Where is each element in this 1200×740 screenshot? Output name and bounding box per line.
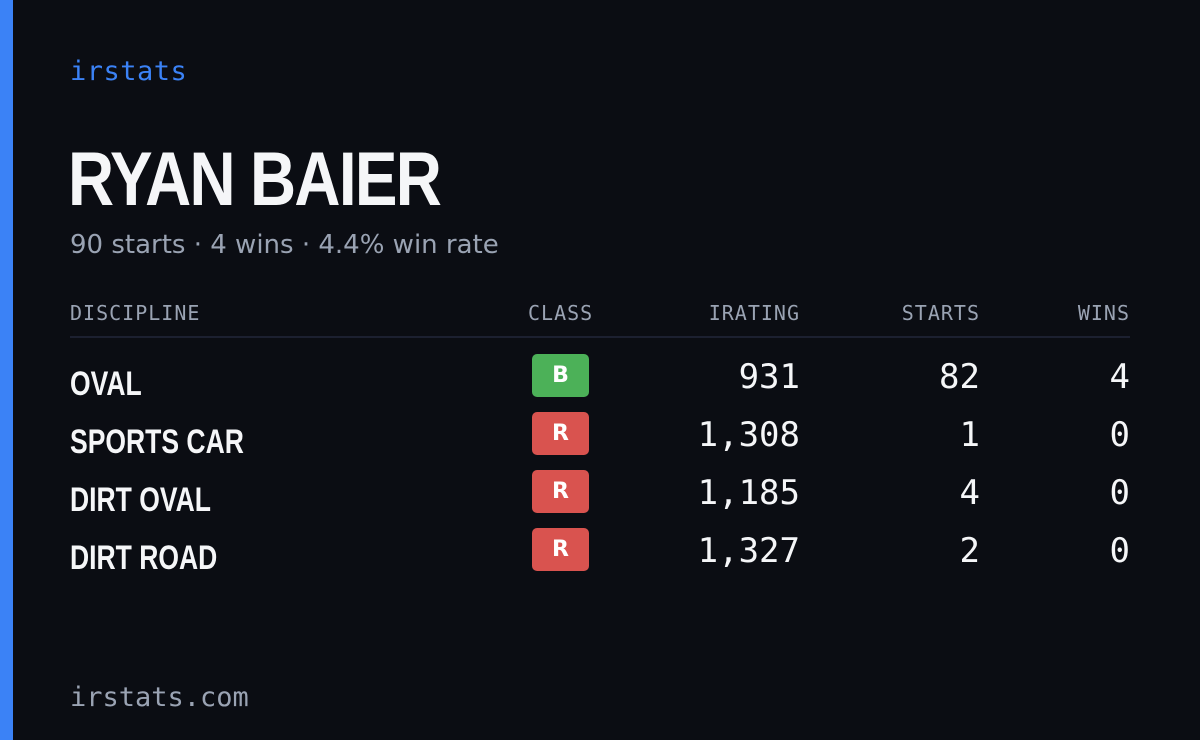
table-row: DIRT ROAD R 1,327 2 0 — [70, 528, 1130, 586]
brand-logo-text: irstats — [70, 56, 188, 87]
irating-value: 1,308 — [697, 415, 800, 455]
header-class: CLASS — [528, 301, 594, 325]
irating-value: 1,327 — [697, 531, 800, 571]
class-badge: R — [532, 528, 589, 571]
table-header: DISCIPLINE CLASS IRATING STARTS WINS — [70, 296, 1130, 338]
discipline-name: DIRT ROAD — [70, 539, 218, 577]
header-wins: WINS — [1077, 301, 1130, 325]
irating-value: 931 — [738, 357, 800, 397]
driver-summary: 90 starts · 4 wins · 4.4% win rate — [70, 230, 499, 260]
irating-value: 1,185 — [697, 473, 800, 513]
header-irating: IRATING — [708, 301, 800, 325]
wins-value: 0 — [1109, 531, 1130, 571]
discipline-name: DIRT OVAL — [70, 481, 211, 519]
table-row: OVAL B 931 82 4 — [70, 354, 1130, 412]
starts-value: 1 — [959, 415, 980, 455]
wins-value: 0 — [1109, 473, 1130, 513]
driver-name: RYAN BAIER — [68, 137, 442, 222]
table-row: DIRT OVAL R 1,185 4 0 — [70, 470, 1130, 528]
starts-value: 4 — [959, 473, 980, 513]
starts-value: 82 — [939, 357, 980, 397]
class-badge: B — [532, 354, 589, 397]
stats-table: DISCIPLINE CLASS IRATING STARTS WINS OVA… — [70, 296, 1130, 586]
header-starts: STARTS — [901, 301, 980, 325]
table-row: SPORTS CAR R 1,308 1 0 — [70, 412, 1130, 470]
wins-value: 0 — [1109, 415, 1130, 455]
class-badge: R — [532, 412, 589, 455]
class-badge: R — [532, 470, 589, 513]
starts-value: 2 — [959, 531, 980, 571]
wins-value: 4 — [1109, 357, 1130, 397]
footer-url: irstats.com — [70, 682, 249, 713]
table-body: OVAL B 931 82 4 SPORTS CAR R 1,308 1 0 D… — [70, 354, 1130, 586]
header-discipline: DISCIPLINE — [70, 301, 201, 325]
accent-bar — [0, 0, 13, 740]
discipline-name: SPORTS CAR — [70, 423, 244, 461]
discipline-name: OVAL — [70, 365, 142, 403]
